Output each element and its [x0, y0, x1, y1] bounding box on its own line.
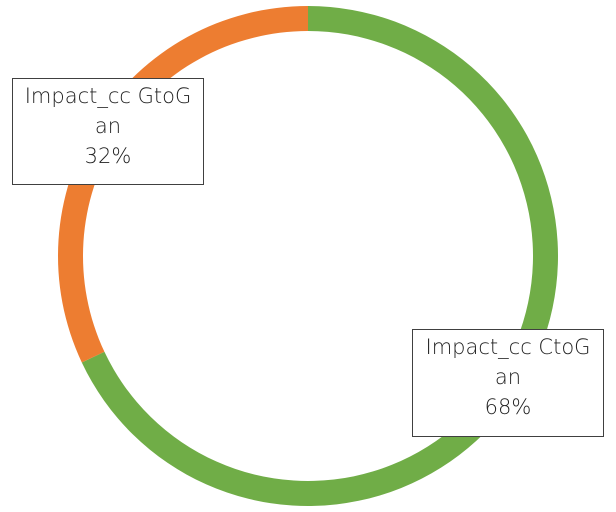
- slice-label-ctog-line1: Impact_cc CtoG: [425, 335, 591, 359]
- slice-label-ctog-percent: 68%: [484, 395, 532, 419]
- slice-label-gtog-line2: an: [94, 114, 122, 138]
- slice-label-ctog-line2: an: [494, 365, 522, 389]
- slice-label-gtog-percent: 32%: [84, 144, 132, 168]
- slice-label-gtog-line1: Impact_cc GtoG: [24, 84, 192, 108]
- slice-label-ctog: Impact_cc CtoG an 68%: [412, 329, 604, 437]
- slice-label-gtog: Impact_cc GtoG an 32%: [12, 78, 204, 185]
